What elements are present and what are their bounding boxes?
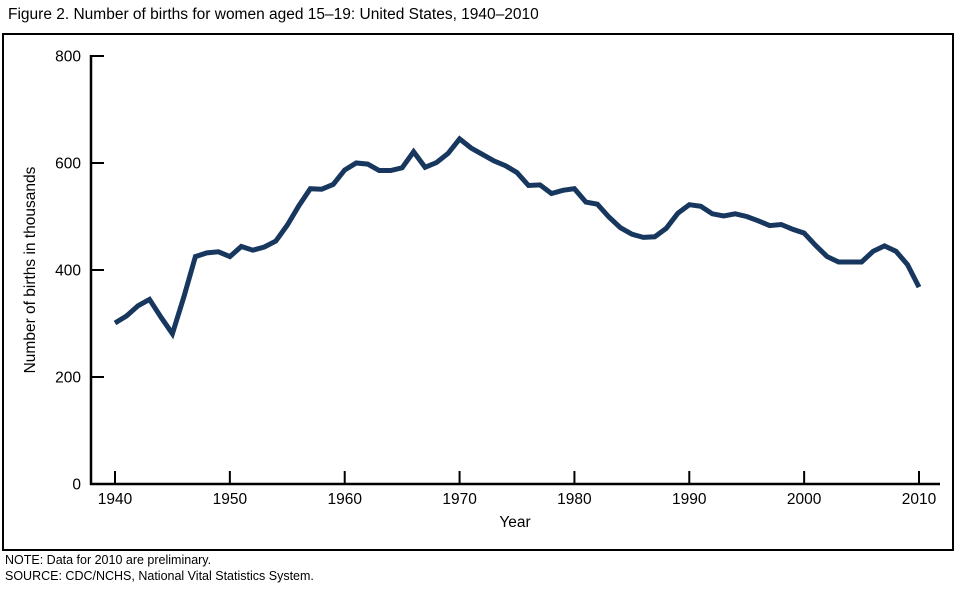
line-chart: 2010200019901980197019601950194080060040… [22,49,940,531]
x-tick-label: 1950 [213,491,248,508]
y-tick-label: 0 [72,477,81,494]
x-axis-title: Year [499,514,530,531]
y-axis-title: Number of births in thousands [22,166,39,373]
x-tick-label: 1980 [557,491,592,508]
x-tick-label: 2000 [787,491,822,508]
y-tick-label: 200 [55,370,81,387]
y-tick-label: 800 [55,49,81,66]
x-tick-label: 1940 [98,491,133,508]
y-tick-label: 400 [55,263,81,280]
source-line: SOURCE: CDC/NCHS, National Vital Statist… [5,568,314,583]
x-tick-label: 1990 [672,491,707,508]
figure-title: Figure 2. Number of births for women age… [8,6,539,23]
x-tick-label: 1970 [442,491,477,508]
y-tick-label: 600 [55,156,81,173]
note-line: NOTE: Data for 2010 are preliminary. [5,553,212,567]
x-tick-label: 2010 [902,491,937,508]
x-tick-label: 1960 [327,491,362,508]
births-line [113,135,922,340]
footnotes: NOTE: Data for 2010 are preliminary. SOU… [5,553,314,584]
chart-frame: 2010 2000 1990 1980 1970 1960 1950 1940 800 600 40… [2,33,954,551]
